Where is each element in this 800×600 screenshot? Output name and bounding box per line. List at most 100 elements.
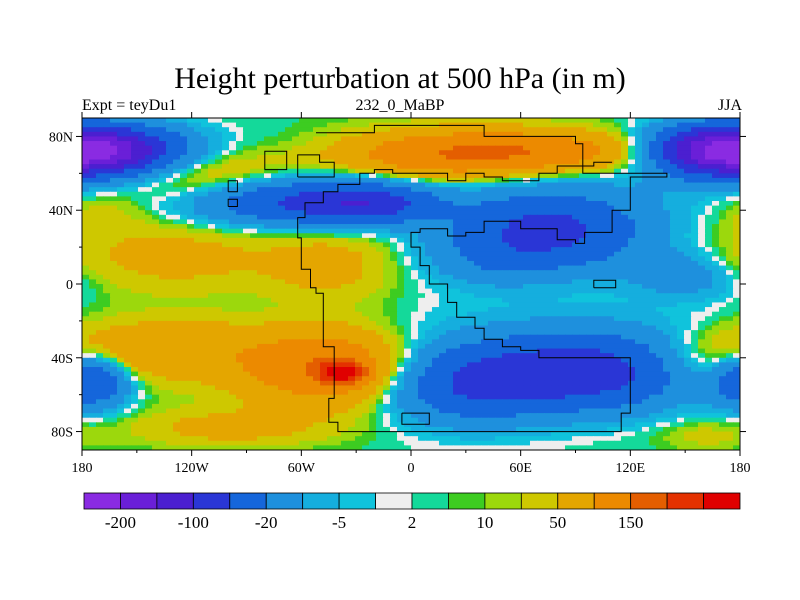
field-cell bbox=[677, 320, 685, 327]
field-cell bbox=[327, 357, 335, 363]
field-cell bbox=[215, 343, 223, 350]
field-cell bbox=[229, 145, 237, 151]
field-cell bbox=[495, 136, 503, 142]
field-cell bbox=[593, 214, 601, 221]
field-cell bbox=[530, 131, 538, 138]
field-cell bbox=[572, 357, 580, 363]
field-cell bbox=[411, 279, 419, 285]
field-cell bbox=[565, 251, 573, 257]
field-cell bbox=[271, 136, 279, 142]
field-cell bbox=[607, 242, 615, 248]
field-cell bbox=[257, 274, 265, 280]
field-cell bbox=[201, 237, 209, 244]
field-cell bbox=[705, 284, 713, 290]
field-cell bbox=[432, 307, 440, 313]
field-cell bbox=[194, 118, 202, 124]
field-cell bbox=[257, 145, 265, 151]
field-cell bbox=[628, 187, 636, 193]
field-cell bbox=[579, 343, 587, 350]
field-cell bbox=[124, 191, 132, 197]
field-cell bbox=[264, 173, 272, 179]
field-cell bbox=[89, 265, 97, 271]
field-cell bbox=[642, 274, 650, 280]
field-cell bbox=[663, 122, 671, 128]
field-cell bbox=[509, 154, 517, 161]
field-cell bbox=[656, 233, 664, 239]
field-cell bbox=[166, 307, 174, 313]
field-cell bbox=[600, 339, 608, 345]
field-cell bbox=[635, 247, 643, 253]
field-cell bbox=[215, 205, 223, 211]
field-cell bbox=[544, 242, 552, 248]
field-cell bbox=[117, 256, 125, 262]
field-cell bbox=[663, 159, 671, 165]
field-cell bbox=[145, 320, 153, 327]
field-cell bbox=[362, 205, 370, 211]
field-cell bbox=[145, 233, 153, 239]
field-cell bbox=[124, 233, 132, 239]
field-cell bbox=[411, 168, 419, 174]
field-cell bbox=[565, 302, 573, 308]
field-cell bbox=[593, 353, 601, 359]
field-cell bbox=[341, 173, 349, 179]
field-cell bbox=[271, 348, 279, 354]
field-cell bbox=[320, 122, 328, 128]
field-cell bbox=[474, 339, 482, 345]
field-cell bbox=[369, 177, 377, 184]
field-cell bbox=[187, 127, 195, 133]
field-cell bbox=[222, 251, 230, 257]
field-cell bbox=[376, 251, 384, 257]
field-cell bbox=[530, 330, 538, 336]
field-cell bbox=[306, 279, 314, 285]
field-cell bbox=[285, 260, 293, 267]
field-cell bbox=[649, 247, 657, 253]
field-cell bbox=[698, 224, 706, 230]
field-cell bbox=[439, 173, 447, 179]
field-cell bbox=[306, 187, 314, 193]
field-cell bbox=[292, 201, 300, 207]
field-cell bbox=[425, 311, 433, 317]
field-cell bbox=[663, 127, 671, 133]
field-cell bbox=[544, 214, 552, 221]
field-cell bbox=[348, 136, 356, 142]
field-cell bbox=[439, 177, 447, 184]
field-cell bbox=[243, 219, 251, 225]
field-cell bbox=[313, 214, 321, 221]
field-cell bbox=[131, 173, 139, 179]
field-cell bbox=[131, 343, 139, 350]
field-cell bbox=[411, 325, 419, 331]
field-cell bbox=[523, 274, 531, 280]
field-cell bbox=[362, 274, 370, 280]
field-cell bbox=[390, 191, 398, 197]
field-cell bbox=[166, 233, 174, 239]
field-cell bbox=[684, 196, 692, 202]
field-cell bbox=[383, 131, 391, 138]
field-cell bbox=[362, 256, 370, 262]
field-cell bbox=[481, 237, 489, 244]
field-cell bbox=[572, 348, 580, 354]
field-cell bbox=[523, 297, 531, 304]
field-cell bbox=[117, 357, 125, 363]
field-cell bbox=[516, 219, 524, 225]
field-cell bbox=[698, 270, 706, 276]
field-cell bbox=[432, 159, 440, 165]
field-cell bbox=[565, 270, 573, 276]
field-cell bbox=[390, 242, 398, 248]
field-cell bbox=[327, 196, 335, 202]
field-cell bbox=[124, 247, 132, 253]
field-cell bbox=[159, 247, 167, 253]
field-cell bbox=[243, 339, 251, 345]
field-cell bbox=[306, 154, 314, 161]
field-cell bbox=[320, 150, 328, 156]
field-cell bbox=[299, 224, 307, 230]
field-cell bbox=[614, 339, 622, 345]
field-cell bbox=[607, 131, 615, 138]
field-cell bbox=[523, 307, 531, 313]
field-cell bbox=[327, 274, 335, 280]
field-cell bbox=[131, 242, 139, 248]
field-cell bbox=[362, 224, 370, 230]
field-cell bbox=[96, 150, 104, 156]
field-cell bbox=[271, 177, 279, 184]
field-cell bbox=[257, 270, 265, 276]
field-cell bbox=[432, 196, 440, 202]
